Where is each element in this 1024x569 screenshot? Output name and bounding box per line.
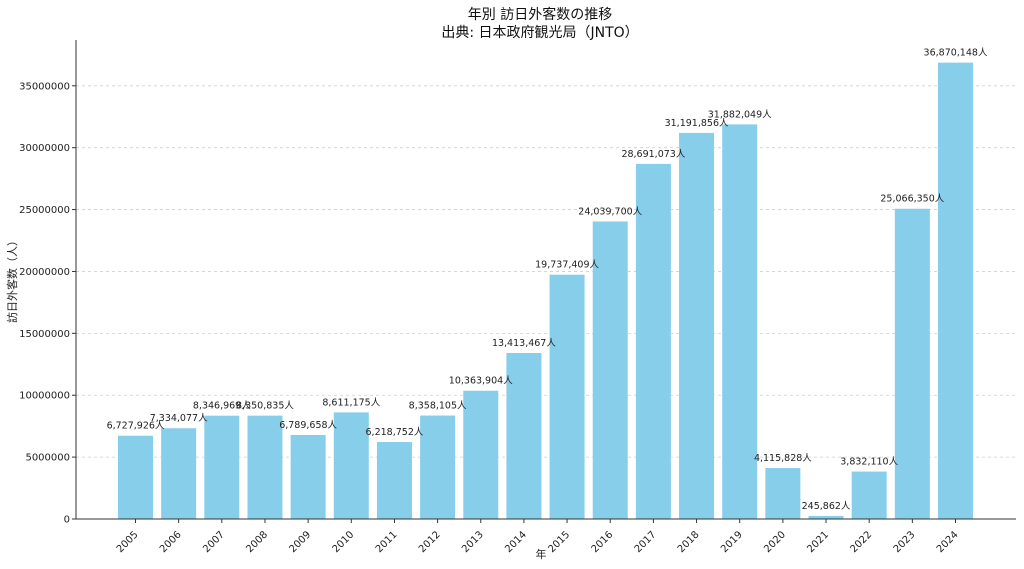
bar-2021: [808, 515, 844, 519]
bar-2016: [592, 221, 628, 520]
bar-2010: [333, 412, 369, 519]
data-label-2011: 6,218,752人: [366, 427, 424, 438]
bar-2017: [635, 163, 671, 519]
bars: [118, 62, 973, 520]
bar-2018: [679, 132, 715, 520]
bar-2005: [118, 435, 153, 519]
gridlines: [76, 85, 1016, 458]
xtick-label-2012: 2012: [417, 529, 443, 555]
bar-2008: [247, 415, 283, 519]
data-label-2006: 7,334,077人: [150, 413, 208, 424]
xtick-label-2011: 2011: [374, 529, 400, 555]
bar-2022: [851, 471, 887, 519]
data-label-2005: 6,727,926人: [107, 421, 165, 432]
ytick-label-1: 5000000: [25, 453, 70, 464]
xtick-label-2021: 2021: [805, 529, 831, 555]
xtick-label-2023: 2023: [892, 529, 918, 555]
xtick-label-2019: 2019: [719, 529, 745, 555]
ytick-label-5: 25000000: [19, 205, 70, 216]
bar-2015: [549, 274, 585, 519]
bar-2012: [420, 415, 456, 519]
data-label-2014: 13,413,467人: [492, 338, 556, 349]
xtick-label-2008: 2008: [244, 529, 270, 555]
bar-2009: [290, 434, 326, 519]
ytick-label-7: 35000000: [19, 81, 70, 92]
data-label-2021: 245,862人: [802, 501, 851, 512]
xtick-label-2018: 2018: [676, 529, 702, 555]
data-label-2010: 8,611,175人: [322, 397, 380, 408]
data-label-2019: 31,882,049人: [708, 109, 772, 120]
ytick-label-0: 0: [64, 515, 70, 526]
xtick-label-2020: 2020: [762, 529, 788, 555]
xtick-label-2015: 2015: [546, 529, 572, 555]
xtick-label-2009: 2009: [287, 529, 313, 555]
xtick-label-2007: 2007: [201, 529, 227, 555]
ytick-label-3: 15000000: [19, 329, 70, 340]
data-label-2016: 24,039,700人: [578, 206, 642, 217]
data-label-2009: 6,789,658人: [279, 420, 337, 431]
data-label-2024: 36,870,148人: [924, 48, 988, 59]
data-label-2013: 10,363,904人: [449, 376, 513, 387]
data-label-2023: 25,066,350人: [880, 194, 944, 205]
xtick-label-2013: 2013: [460, 529, 486, 555]
bar-2019: [722, 124, 758, 519]
y-axis-label: 訪日外客数（人）: [5, 235, 19, 323]
x-axis-label: 年: [536, 547, 547, 561]
bar-2024: [938, 62, 973, 519]
xtick-label-2014: 2014: [503, 529, 529, 555]
data-label-2018: 31,191,856人: [665, 118, 729, 129]
data-label-2022: 3,832,110人: [840, 457, 898, 468]
bar-2006: [161, 428, 197, 519]
ytick-label-4: 20000000: [19, 267, 70, 278]
bar-2020: [765, 468, 801, 519]
data-label-2015: 19,737,409人: [535, 260, 599, 271]
bar-2023: [894, 208, 930, 519]
ytick-label-6: 30000000: [19, 143, 70, 154]
xtick-label-2022: 2022: [849, 529, 875, 555]
chart-subtitle: 出典: 日本政府観光局（JNTO）: [441, 24, 638, 41]
y-axis-ticks: 0 5000000 10000000 15000000 20000000 25000000…: [19, 81, 76, 526]
bar-2007: [204, 415, 240, 519]
xtick-label-2017: 2017: [633, 529, 659, 555]
data-label-2007: 8,346,969人: [193, 401, 251, 412]
ytick-label-2: 10000000: [19, 391, 70, 402]
xtick-label-2005: 2005: [115, 529, 141, 555]
data-label-2017: 28,691,073人: [621, 149, 685, 160]
data-labels: 6,727,926人7,334,077人8,346,969人8,350,835人…: [107, 48, 988, 512]
chart-title: 年別 訪日外客数の推移: [468, 6, 612, 23]
data-label-2008: 8,350,835人: [236, 401, 294, 412]
xtick-label-2010: 2010: [331, 529, 357, 555]
xtick-label-2006: 2006: [158, 529, 184, 555]
bar-2013: [463, 390, 499, 519]
bar-2011: [376, 442, 412, 519]
data-label-2020: 4,115,828人: [754, 453, 812, 464]
data-label-2012: 8,358,105人: [409, 401, 467, 412]
xtick-label-2016: 2016: [590, 529, 616, 555]
bar-2014: [506, 352, 542, 519]
xtick-label-2024: 2024: [935, 529, 961, 555]
